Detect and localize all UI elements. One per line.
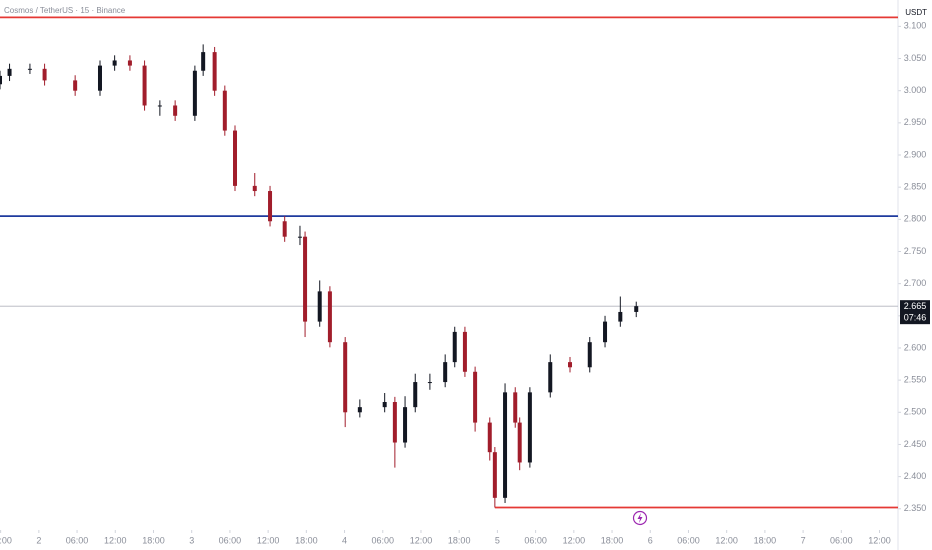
- candle-body: [27, 68, 32, 70]
- x-tick-label: 06:00: [524, 535, 547, 545]
- candle-body: [548, 362, 553, 393]
- currency: USDT: [905, 8, 927, 17]
- y-tick-label: 2.550: [904, 375, 927, 385]
- candle-body: [282, 221, 287, 237]
- y-tick-label: 2.850: [904, 182, 927, 192]
- candle-body: [503, 392, 508, 498]
- x-tick-label: 12:00: [868, 535, 891, 545]
- candle-body: [618, 311, 623, 322]
- chart-title: Cosmos / TetherUS · 15 · Binance: [4, 6, 126, 15]
- candle-body: [317, 291, 322, 322]
- candle-body: [357, 407, 362, 413]
- candle-body: [403, 407, 408, 443]
- candle-body: [7, 68, 12, 76]
- y-tick-label: 3.050: [904, 53, 927, 63]
- candle-body: [382, 402, 387, 408]
- y-tick-label: 2.800: [904, 214, 927, 224]
- candle-body: [157, 105, 162, 107]
- candle-body: [192, 70, 197, 116]
- candle-body: [427, 382, 432, 384]
- candle-body: [233, 130, 238, 186]
- x-tick-label: 12:00: [257, 535, 280, 545]
- x-tick-label: 2: [36, 535, 41, 545]
- y-tick-label: 3.100: [904, 21, 927, 31]
- x-tick-label: 12:00: [715, 535, 738, 545]
- countdown: 07:46: [904, 313, 927, 323]
- candle-body: [97, 65, 102, 91]
- candle-body: [527, 392, 532, 463]
- x-tick-label: 5: [495, 535, 500, 545]
- candle-body: [201, 52, 206, 71]
- candle-body: [127, 60, 132, 66]
- candle-body: [634, 306, 639, 312]
- y-tick-label: 2.600: [904, 342, 927, 352]
- candle-body: [303, 236, 308, 322]
- x-tick-label: 4: [342, 535, 347, 545]
- candle-body: [568, 362, 573, 368]
- candle-body: [443, 362, 448, 383]
- y-tick-label: 2.350: [904, 503, 927, 513]
- y-tick-label: 3.000: [904, 85, 927, 95]
- x-tick-label: 18:00: [448, 535, 471, 545]
- candle-body: [492, 452, 497, 498]
- last-price-tag: [900, 300, 930, 325]
- candle-body: [587, 342, 592, 368]
- x-tick-label: 12:00: [410, 535, 433, 545]
- x-tick-label: 06:00: [830, 535, 853, 545]
- candle-body: [517, 422, 522, 463]
- x-tick-label: 06:00: [66, 535, 89, 545]
- candle-body: [112, 60, 117, 66]
- candle-body: [487, 422, 492, 453]
- last-price-label: 2.665: [904, 301, 927, 311]
- x-tick-label: 06:00: [677, 535, 700, 545]
- x-tick-label: 18:00: [142, 535, 165, 545]
- candle-body: [392, 402, 397, 443]
- candle-body: [413, 382, 418, 408]
- candle-body: [142, 65, 147, 106]
- y-tick-label: 2.500: [904, 407, 927, 417]
- x-tick-label: 18:00: [0, 535, 12, 545]
- candle-body: [513, 392, 518, 423]
- y-tick-label: 2.700: [904, 278, 927, 288]
- x-tick-label: 7: [801, 535, 806, 545]
- candle-body: [462, 331, 467, 372]
- candle-body: [222, 90, 227, 131]
- candle-body: [327, 291, 332, 343]
- y-tick-label: 2.900: [904, 149, 927, 159]
- candle-body: [73, 80, 78, 91]
- candle-body: [452, 331, 457, 363]
- candle-body: [297, 236, 302, 238]
- y-tick-label: 2.950: [904, 117, 927, 127]
- candle-body: [212, 52, 217, 91]
- x-tick-label: 3: [189, 535, 194, 545]
- y-tick-label: 2.450: [904, 439, 927, 449]
- x-tick-label: 18:00: [754, 535, 777, 545]
- x-tick-label: 06:00: [219, 535, 242, 545]
- x-tick-label: 18:00: [295, 535, 318, 545]
- candle-body: [42, 68, 47, 81]
- y-tick-label: 2.750: [904, 246, 927, 256]
- y-tick-label: 2.400: [904, 471, 927, 481]
- x-tick-label: 12:00: [563, 535, 586, 545]
- candle-body: [268, 191, 273, 222]
- x-tick-label: 12:00: [104, 535, 127, 545]
- candle-body: [173, 105, 178, 116]
- x-tick-label: 6: [648, 535, 653, 545]
- candle-body: [473, 371, 478, 423]
- candle-body: [603, 321, 608, 343]
- x-tick-label: 06:00: [371, 535, 394, 545]
- candle-body: [343, 342, 348, 413]
- x-tick-label: 18:00: [601, 535, 624, 545]
- candle-body: [0, 75, 2, 85]
- alert-icon[interactable]: [632, 510, 648, 526]
- candle-body: [252, 185, 257, 192]
